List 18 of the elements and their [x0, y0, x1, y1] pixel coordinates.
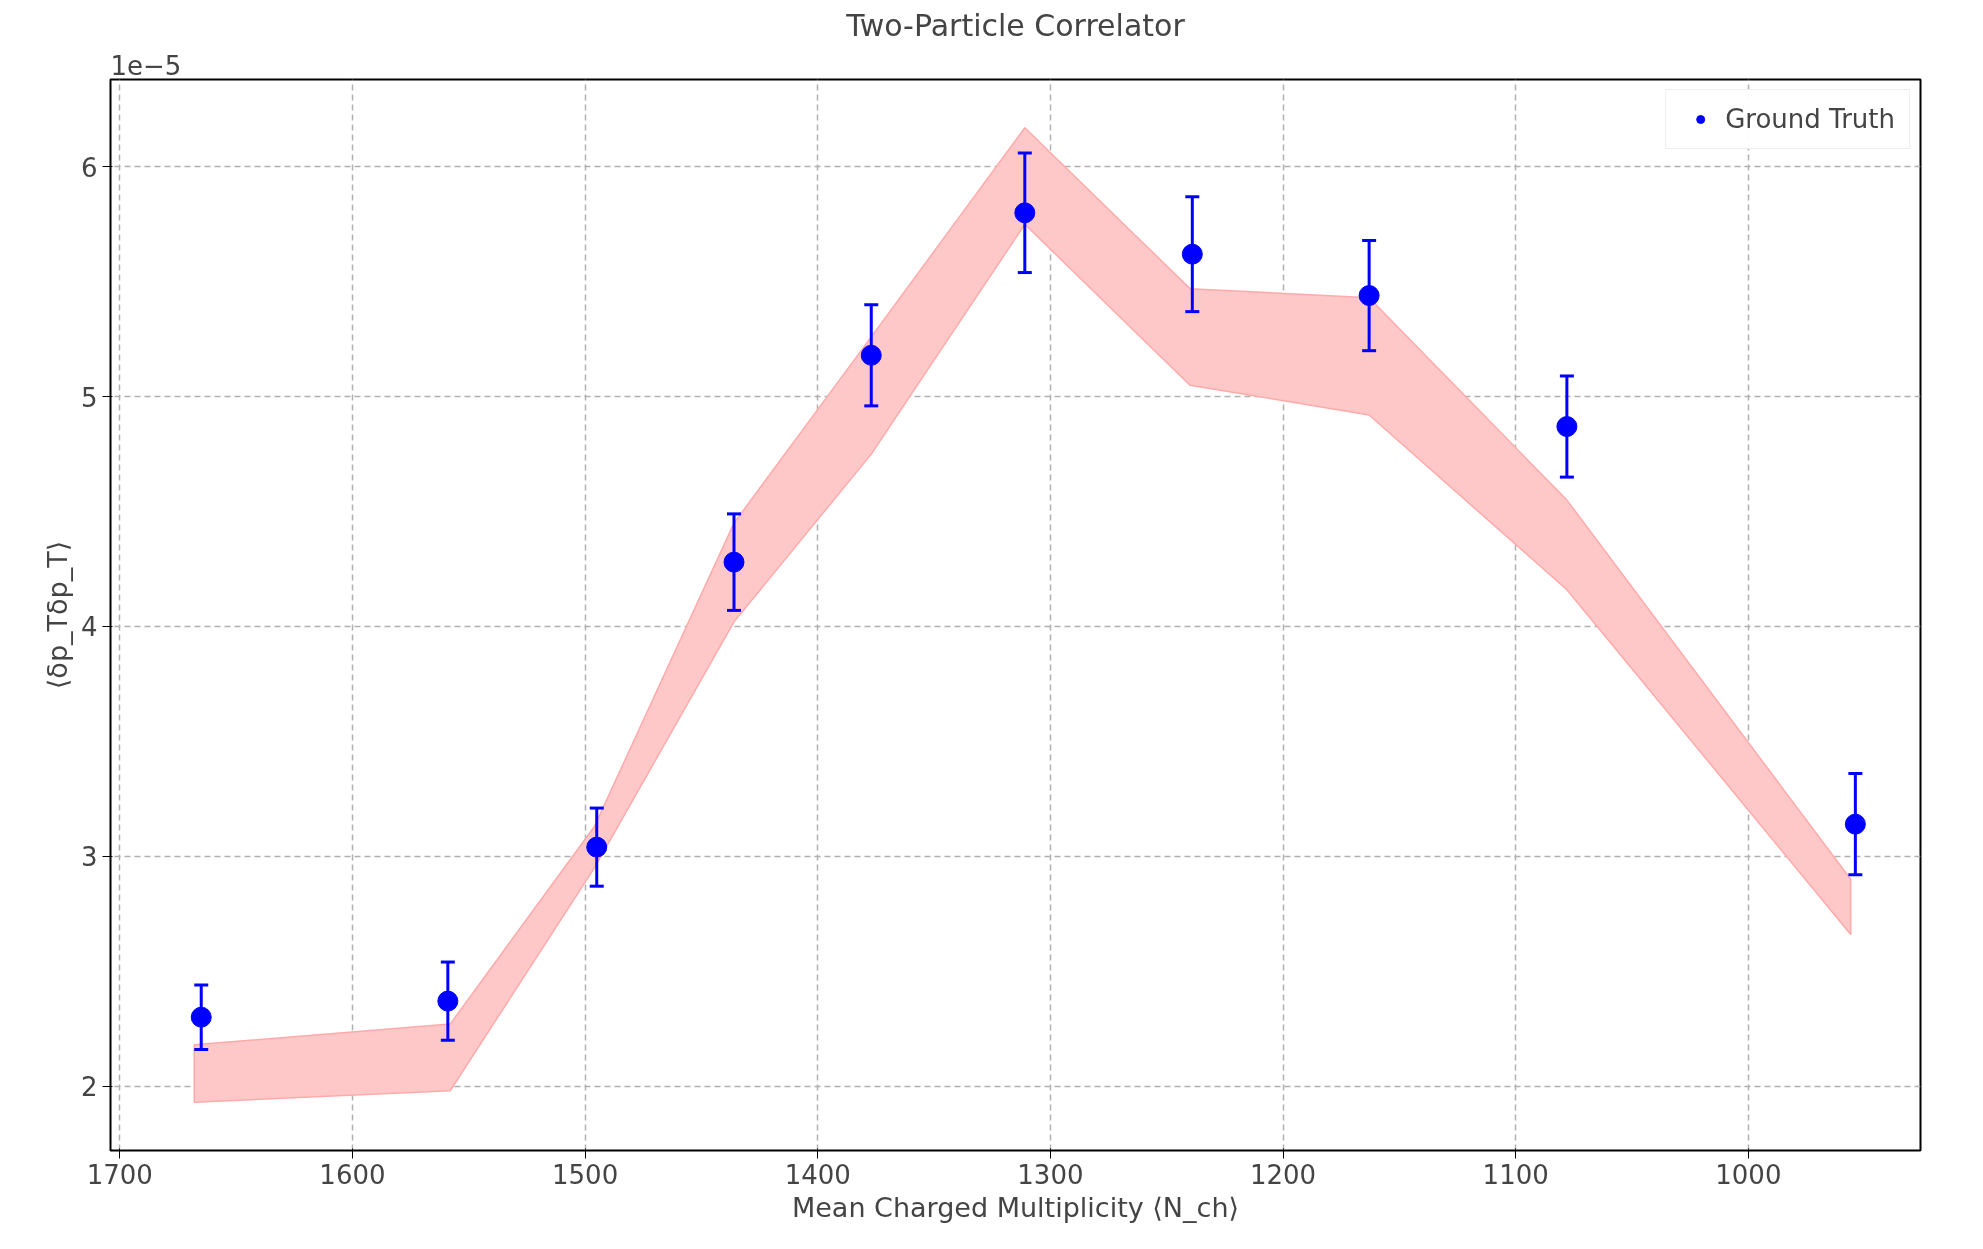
x-axis-title: Mean Charged Multiplicity ⟨N_ch⟩	[791, 1191, 1240, 1223]
y-tick-label: 6	[80, 152, 98, 183]
x-tick-label: 1300	[1017, 1159, 1084, 1190]
y-tick-label: 4	[80, 612, 98, 643]
y-tick-label: 2	[80, 1072, 98, 1103]
y-tick-label: 5	[80, 382, 98, 413]
x-tick-label: 1500	[552, 1159, 619, 1190]
legend-label: Ground Truth	[1725, 104, 1895, 134]
x-tick-label: 1400	[784, 1159, 851, 1190]
y-axis-title: ⟨δp_Tδp_T⟩	[41, 540, 73, 690]
x-tick-label: 1200	[1249, 1159, 1317, 1190]
annotation: 1e−5	[110, 50, 182, 81]
x-tick-label: 1600	[319, 1159, 386, 1190]
x-tick-label: 1700	[86, 1159, 153, 1190]
y-tick-label: 3	[80, 842, 98, 873]
chart-title: Two-Particle Correlator	[845, 7, 1186, 43]
x-tick-label: 1000	[1715, 1159, 1782, 1190]
x-tick-label: 1100	[1482, 1159, 1549, 1190]
